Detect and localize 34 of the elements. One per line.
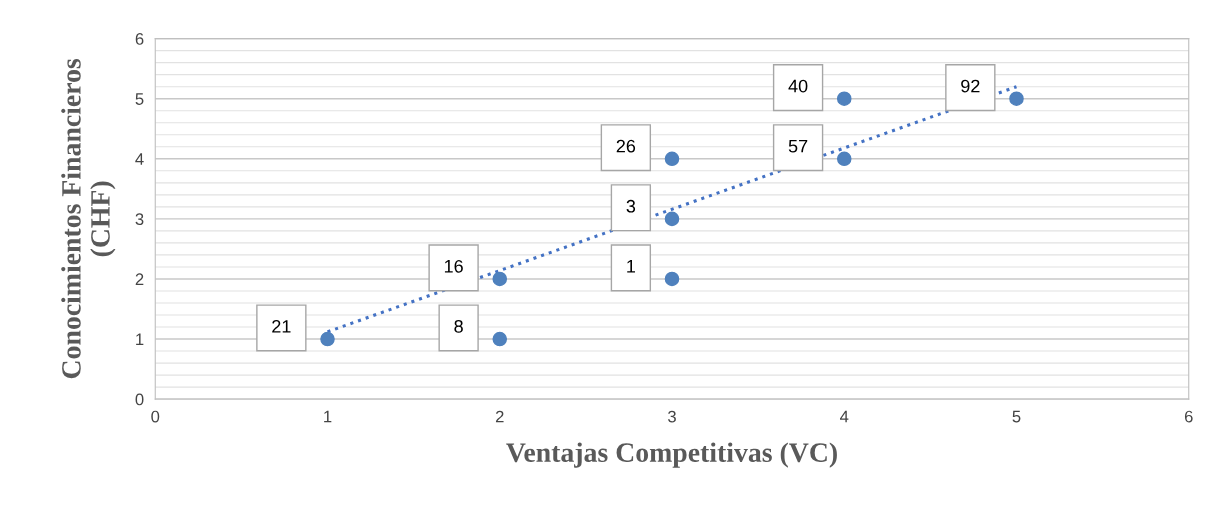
point [664, 151, 680, 167]
point [492, 271, 508, 287]
point [836, 151, 852, 167]
x-tick-label: 6 [1184, 410, 1193, 423]
y-tick-label: 5 [135, 93, 144, 105]
x-tick-label: 2 [495, 410, 504, 423]
point [492, 331, 508, 347]
annotation: 26 [616, 139, 636, 153]
annotation: 57 [788, 139, 808, 153]
annotation: 16 [444, 259, 463, 273]
y-tick-label: 6 [135, 33, 144, 45]
x-tick-label: 4 [840, 410, 849, 423]
annotation: 8 [454, 319, 463, 333]
x-tick-label: 3 [668, 410, 676, 423]
point [836, 91, 852, 106]
y-axis-title: Conocimientos Financieros (CHF) [61, 58, 116, 379]
x-axis-title: Ventajas Competitivas (VC) [506, 442, 837, 468]
y-tick-label: 0 [135, 393, 144, 406]
y-tick-label: 3 [135, 213, 144, 226]
x-tick-label: 0 [151, 410, 160, 423]
annotation: 92 [961, 79, 980, 93]
x-tick-label: 1 [324, 410, 332, 423]
annotation: 3 [626, 199, 636, 213]
x-tick-label: 5 [1012, 410, 1021, 423]
annotation: 21 [272, 319, 291, 333]
point [664, 211, 680, 227]
y-tick-label: 4 [135, 153, 144, 165]
point [664, 271, 680, 287]
annotation: 1 [627, 260, 636, 273]
annotation: 40 [788, 79, 808, 93]
point [1009, 91, 1024, 106]
point [320, 331, 335, 347]
y-tick-label: 1 [136, 333, 144, 346]
y-tick-label: 2 [135, 273, 144, 285]
